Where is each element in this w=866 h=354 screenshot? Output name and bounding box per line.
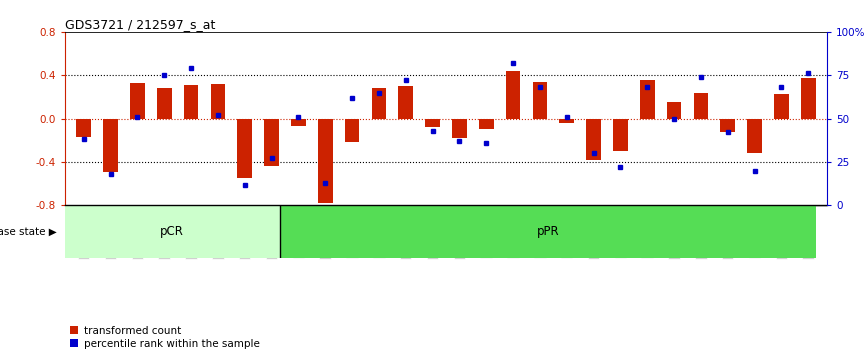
Bar xyxy=(103,119,118,172)
Bar xyxy=(210,84,225,119)
Bar xyxy=(801,79,816,119)
Bar xyxy=(65,205,280,258)
Bar xyxy=(280,205,817,258)
Bar xyxy=(721,119,735,132)
Bar xyxy=(157,88,171,119)
Bar xyxy=(613,119,628,151)
Bar xyxy=(318,119,333,203)
Bar xyxy=(76,119,91,137)
Bar xyxy=(264,119,279,166)
Text: disease state ▶: disease state ▶ xyxy=(0,227,56,237)
Bar xyxy=(479,119,494,130)
Bar xyxy=(452,119,467,138)
Bar xyxy=(345,119,359,142)
Text: pPR: pPR xyxy=(537,225,559,238)
Bar xyxy=(184,85,198,119)
Text: GDS3721 / 212597_s_at: GDS3721 / 212597_s_at xyxy=(65,18,216,31)
Bar xyxy=(425,119,440,127)
Bar xyxy=(237,119,252,178)
Bar xyxy=(640,80,655,119)
Bar xyxy=(586,119,601,160)
Bar xyxy=(533,82,547,119)
Bar xyxy=(372,88,386,119)
Legend: transformed count, percentile rank within the sample: transformed count, percentile rank withi… xyxy=(70,326,260,349)
Bar xyxy=(291,119,306,126)
Bar xyxy=(559,119,574,123)
Bar xyxy=(398,86,413,119)
Bar xyxy=(506,71,520,119)
Bar xyxy=(747,119,762,153)
Bar xyxy=(130,83,145,119)
Bar xyxy=(667,102,682,119)
Text: pCR: pCR xyxy=(160,225,184,238)
Bar xyxy=(774,94,789,119)
Bar xyxy=(694,93,708,119)
